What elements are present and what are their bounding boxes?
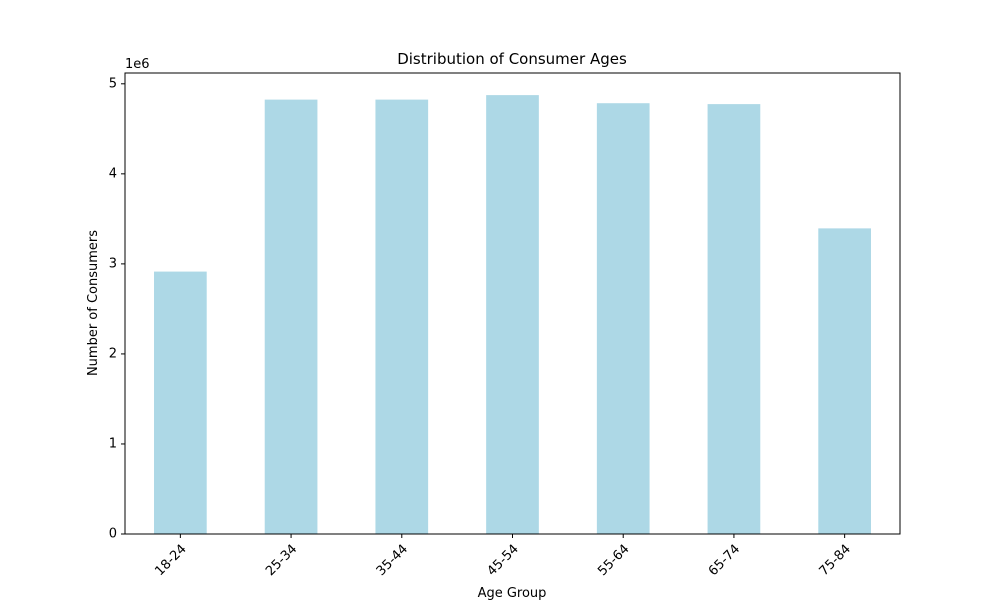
bars-group: [153, 94, 872, 535]
plot-frame: [124, 72, 901, 535]
bar-65-74: [706, 103, 762, 535]
x-tick-label: 25-34: [263, 542, 300, 579]
y-tick-label: 2: [109, 346, 117, 361]
x-tick-label: 35-44: [374, 542, 411, 579]
y-tick-label: 5: [109, 76, 117, 91]
y-tick-label: 1: [109, 436, 117, 451]
x-axis-label: Age Group: [478, 586, 547, 600]
bar-45-54: [485, 94, 540, 535]
x-ticks-group: 18-24 25-34 35-44 45-54 55-64 65-74 75-84: [152, 534, 854, 579]
bar-75-84: [817, 227, 872, 535]
x-tick-label: 75-84: [817, 542, 854, 579]
x-tick-label: 55-64: [595, 542, 632, 579]
x-tick-label: 45-54: [484, 542, 521, 579]
y-tick-label: 3: [109, 256, 117, 271]
y-tick-label: 0: [109, 527, 117, 542]
bar-18-24: [153, 270, 208, 535]
x-tick-label: 18-24: [152, 542, 189, 579]
y-axis-offset-label: 1e6: [125, 57, 150, 72]
y-tick-label: 4: [109, 166, 117, 181]
y-ticks-group: 0 1 2 3 4 5: [109, 76, 125, 542]
chart-title: Distribution of Consumer Ages: [397, 50, 627, 68]
bar-25-34: [263, 98, 319, 535]
bar-55-64: [595, 102, 651, 535]
y-axis-label: Number of Consumers: [86, 230, 101, 376]
x-tick-label: 65-74: [706, 542, 743, 579]
bar-35-44: [374, 98, 430, 535]
